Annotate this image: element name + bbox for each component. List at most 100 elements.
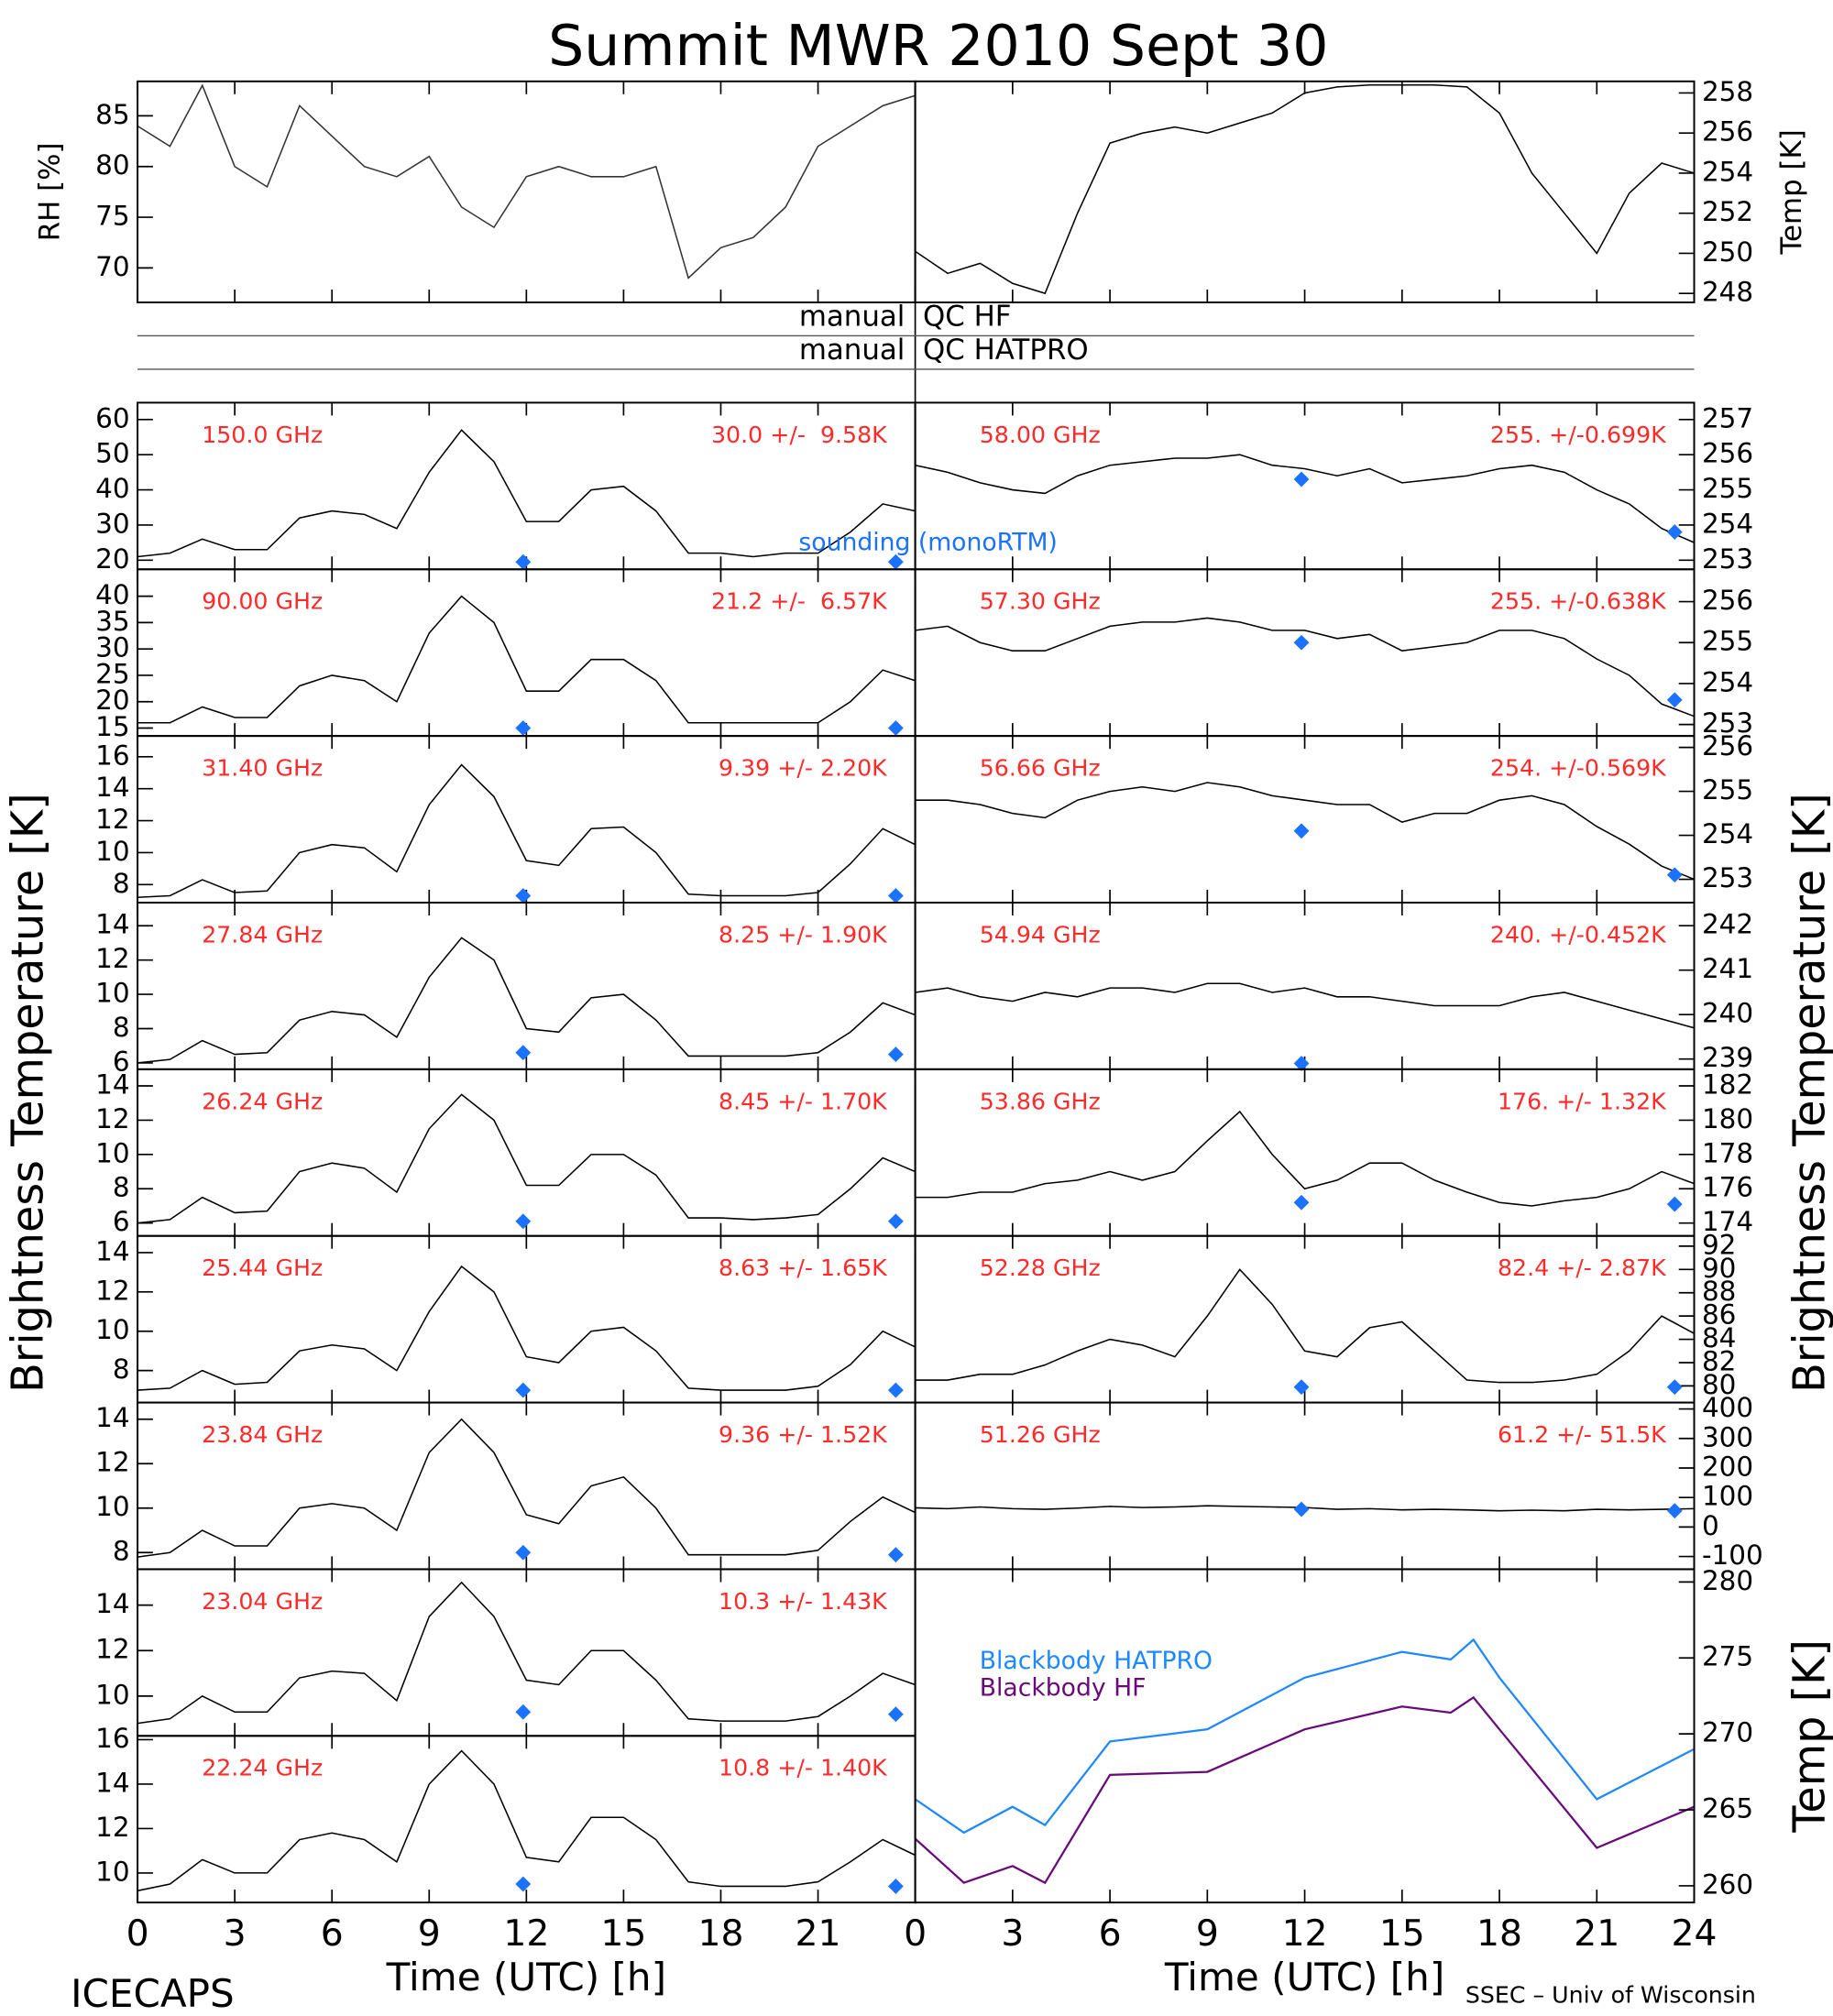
series-line	[137, 937, 916, 1064]
y-tick-label: 12	[95, 1103, 129, 1134]
stats-label: 8.63 +/- 1.65K	[719, 1255, 888, 1281]
frequency-label: 25.44 GHz	[202, 1255, 323, 1281]
sounding-point	[1293, 823, 1310, 839]
series-line	[915, 782, 1695, 881]
sounding-point	[515, 1045, 532, 1061]
x-tick-label: 6	[1099, 1913, 1122, 1955]
frequency-label: 27.84 GHz	[202, 921, 323, 948]
sounding-point	[1666, 692, 1683, 708]
qc-label: QC HATPRO	[923, 334, 1089, 367]
y-tick-label: 242	[1702, 909, 1753, 940]
y-tick-label: 92	[1702, 1229, 1736, 1260]
y-tick-label: 257	[1702, 402, 1753, 433]
x-axis-label: Time (UTC) [h]	[386, 1955, 666, 2000]
panel	[915, 982, 1695, 1029]
series-line	[915, 1695, 1695, 1885]
y-axis-label: Brightness Temperature [K]	[4, 793, 54, 1393]
stats-label: 9.36 +/- 1.52K	[719, 1421, 888, 1448]
y-tick-label: 256	[1702, 585, 1753, 616]
sounding-point	[1293, 1379, 1310, 1396]
sounding-point	[887, 1706, 904, 1723]
y-tick-label: 8	[113, 868, 130, 899]
legend-label: sounding (monoRTM)	[798, 529, 1057, 557]
frequency-label: 56.66 GHz	[980, 755, 1101, 782]
series-line	[137, 1093, 916, 1224]
y-tick-label: 275	[1702, 1641, 1753, 1672]
y-tick-label: 174	[1702, 1206, 1753, 1237]
sounding-point	[515, 1382, 532, 1398]
x-tick-label: 3	[1001, 1913, 1024, 1955]
series-line	[137, 595, 916, 724]
y-tick-label: 248	[1702, 277, 1753, 308]
figure-title: Summit MWR 2010 Sept 30	[548, 13, 1328, 79]
series-line	[137, 83, 916, 279]
panel	[915, 1110, 1695, 1207]
y-tick-label: 254	[1702, 666, 1753, 697]
y-tick-label: 90	[1702, 1253, 1736, 1284]
y-tick-label: 265	[1702, 1793, 1753, 1824]
y-tick-label: 40	[95, 579, 129, 610]
y-tick-label: 14	[95, 909, 129, 940]
y-tick-label: 256	[1702, 730, 1753, 761]
panel	[137, 937, 916, 1064]
series-line	[915, 1638, 1695, 1835]
y-tick-label: 255	[1702, 774, 1753, 805]
x-tick-label: 9	[1196, 1913, 1219, 1955]
y-tick-label: 100	[1702, 1481, 1753, 1512]
y-tick-label: 12	[95, 1812, 129, 1843]
y-tick-label: 256	[1702, 438, 1753, 469]
sounding-point	[887, 720, 904, 736]
y-tick-label: 14	[95, 1767, 129, 1798]
frequency-label: 51.26 GHz	[980, 1421, 1101, 1448]
panel	[137, 1265, 916, 1391]
y-tick-label: 255	[1702, 473, 1753, 504]
y-tick-label: 8	[113, 1012, 130, 1043]
qc-label: QC HF	[923, 300, 1012, 333]
x-tick-label: 6	[321, 1913, 344, 1955]
frequency-label: 53.86 GHz	[980, 1088, 1101, 1114]
qc-label: manual	[799, 300, 906, 333]
y-tick-label: 82	[1702, 1345, 1736, 1376]
y-tick-label: 50	[95, 438, 129, 469]
panel-frame	[914, 1568, 1696, 1904]
y-tick-label: 88	[1702, 1276, 1736, 1307]
y-tick-label: 6	[113, 1206, 130, 1237]
y-axis-label: RH [%]	[34, 142, 67, 241]
x-tick-label: 24	[1672, 1913, 1718, 1955]
sounding-point	[515, 553, 532, 570]
y-tick-label: 182	[1702, 1069, 1753, 1101]
y-tick-label: 60	[95, 402, 129, 433]
panel	[137, 595, 916, 724]
y-tick-label: 254	[1702, 508, 1753, 539]
sounding-point	[1666, 867, 1683, 883]
series-line	[137, 1265, 916, 1391]
y-tick-label: 85	[95, 99, 129, 130]
panel	[137, 1093, 916, 1224]
y-tick-label: 280	[1702, 1565, 1753, 1596]
y-tick-label: 10	[95, 1137, 129, 1168]
sounding-point	[1293, 1194, 1310, 1211]
y-tick-label: 256	[1702, 116, 1753, 148]
y-tick-label: 10	[95, 978, 129, 1009]
y-tick-label: -100	[1702, 1539, 1763, 1571]
series-line	[915, 454, 1695, 543]
sounding-point	[887, 553, 904, 570]
series-line	[915, 1268, 1695, 1384]
y-tick-label: 6	[113, 1046, 130, 1077]
panel	[915, 1638, 1695, 1885]
frequency-label: 90.00 GHz	[202, 588, 323, 615]
y-tick-label: 254	[1702, 818, 1753, 849]
stats-label: 10.8 +/- 1.40K	[719, 1755, 888, 1781]
panel	[915, 454, 1695, 543]
x-tick-label: 21	[796, 1913, 841, 1955]
y-axis-label: Temp [K]	[1785, 1639, 1833, 1834]
y-tick-label: 80	[1702, 1369, 1736, 1400]
y-tick-label: 12	[95, 943, 129, 974]
y-tick-label: 16	[95, 740, 129, 771]
sounding-point	[515, 1704, 532, 1720]
y-tick-label: 8	[113, 1536, 130, 1567]
sounding-point	[1666, 1379, 1683, 1396]
y-axis-label: Brightness Temperature [K]	[1785, 793, 1833, 1393]
